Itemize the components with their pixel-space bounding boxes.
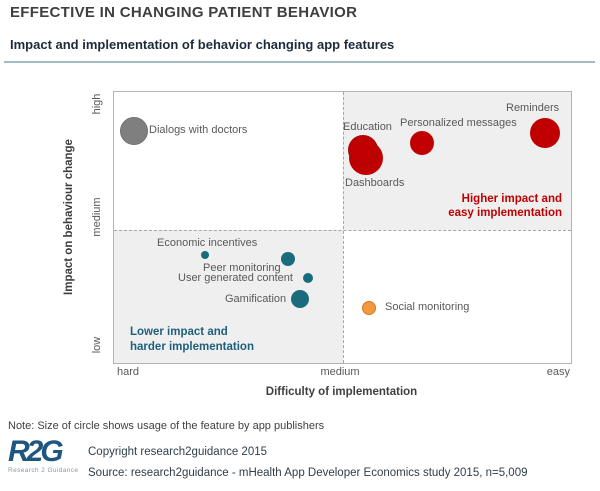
bubble-user-generated-content [303,273,313,283]
r2g-logo-text: R2G [8,435,64,468]
page-title: EFFECTIVE IN CHANGING PATIENT BEHAVIOR [10,4,358,21]
bubble-social-monitoring [362,301,376,315]
quadrant-divider-horizontal [114,230,571,231]
bubble-label-social-monitoring: Social monitoring [385,301,470,313]
bubble-label-dashboards: Dashboards [345,177,405,189]
bubble-label-peer-monitoring: Peer monitoring [203,262,281,274]
bubble-label-education: Education [343,121,392,133]
y-axis-tick-high: high [91,93,103,115]
y-axis-title: Impact on behaviour change [63,139,75,295]
bubble-peer-monitoring [281,252,295,266]
annotation-higher-line1: Higher impact and [461,193,562,205]
annotation-higher-line2: easy implementation [448,207,562,219]
annotation-higher-impact: Higher impact and easy implementation [420,192,562,220]
y-axis-tick-low: low [91,336,103,354]
bubble-education [348,135,378,165]
quadrant-divider-vertical [343,92,344,363]
footnote: Note: Size of circle shows usage of the … [8,420,325,432]
r2g-logo: R2G Research 2 Guidance [8,435,86,475]
bubble-economic-incentives [201,251,209,259]
bubble-reminders [530,118,560,148]
x-axis-title: Difficulty of implementation [265,386,418,398]
copyright-text: Copyright research2guidance 2015 [88,446,268,458]
x-axis-tick-easy: easy [546,366,570,378]
bubble-label-gamification: Gamification [225,293,287,305]
bubble-dialogs-with-doctors [120,117,148,145]
x-axis-tick-hard: hard [117,366,140,378]
bubble-label-user-generated-content: User generated content [178,272,293,284]
annotation-lower-line2: harder implementation [130,341,254,353]
chart-subtitle: Impact and implementation of behavior ch… [10,37,395,52]
r2g-logo-subtext: Research 2 Guidance [8,467,79,474]
bubble-label-reminders: Reminders [506,102,560,114]
bubble-label-dialogs-with-doctors: Dialogs with doctors [149,124,248,136]
header-divider [4,61,595,63]
source-text: Source: research2guidance - mHealth App … [88,467,528,479]
annotation-lower-impact: Lower impact and harder implementation [130,325,254,355]
bubble-personalized-messages [410,131,434,155]
x-axis-tick-medium: medium [320,366,360,378]
bubble-label-economic-incentives: Economic incentives [157,237,258,249]
bubble-label-personalized-messages: Personalized messages [400,117,517,129]
bubble-gamification [291,290,309,308]
y-axis-tick-medium: medium [91,197,103,237]
annotation-lower-line1: Lower impact and [130,326,228,338]
